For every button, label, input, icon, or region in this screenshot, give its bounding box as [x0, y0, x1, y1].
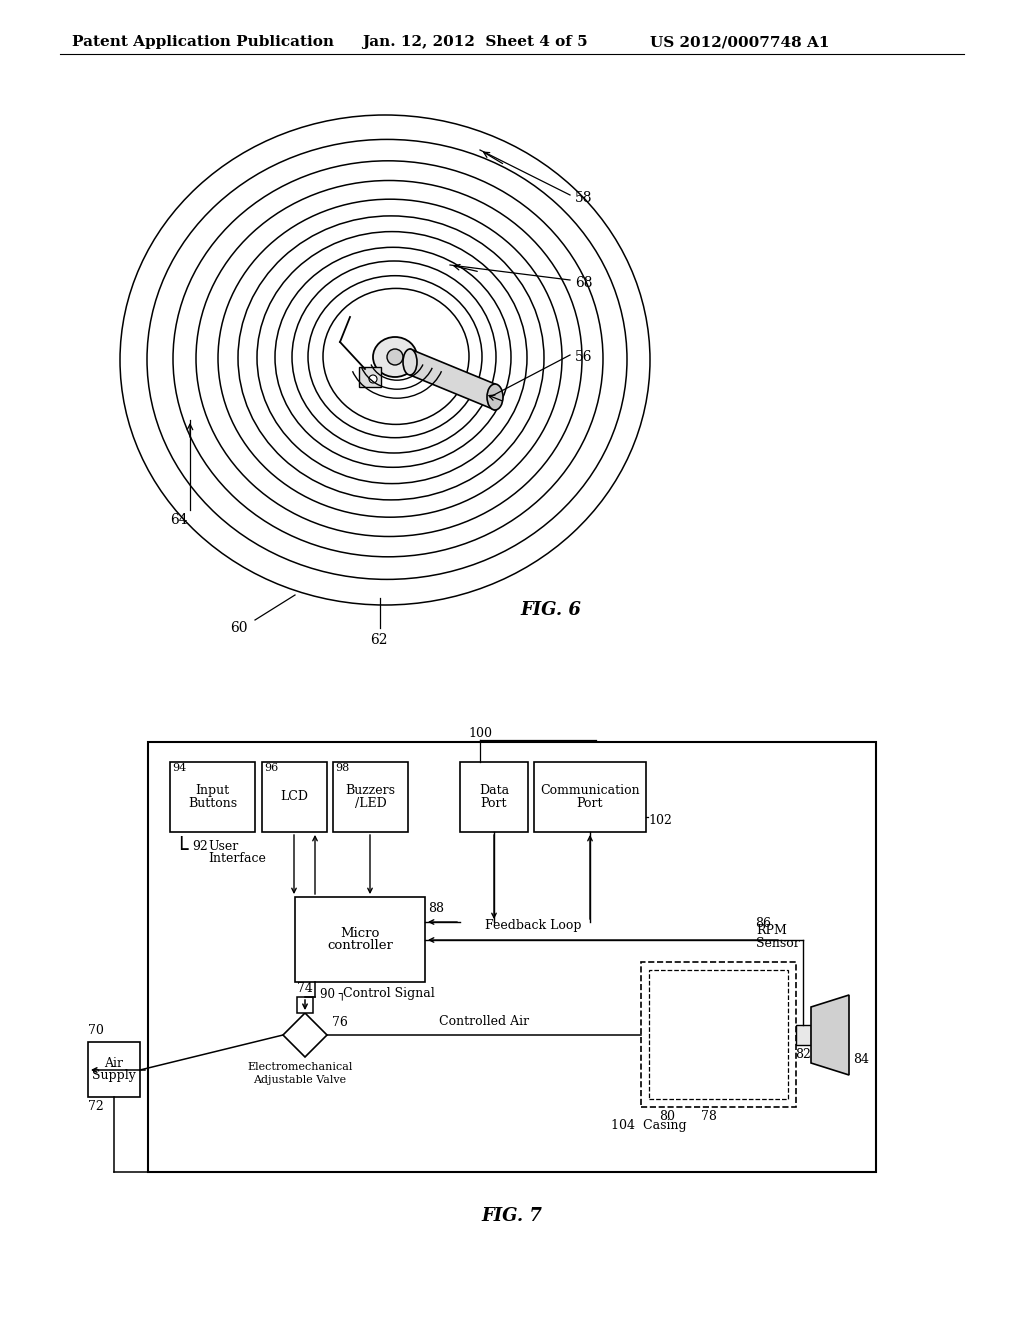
Text: 56: 56: [575, 350, 593, 364]
Text: 82: 82: [795, 1048, 811, 1061]
Text: Control Signal: Control Signal: [343, 987, 435, 1001]
Text: controller: controller: [327, 940, 393, 953]
Text: Air: Air: [104, 1057, 124, 1071]
Bar: [649, 970, 788, 1100]
Text: 102: 102: [648, 813, 672, 826]
Ellipse shape: [487, 384, 503, 411]
Text: 94: 94: [172, 763, 186, 774]
Text: 84: 84: [853, 1053, 869, 1067]
Text: 60: 60: [230, 620, 248, 635]
Text: Controlled Air: Controlled Air: [439, 1015, 529, 1028]
Text: Jan. 12, 2012  Sheet 4 of 5: Jan. 12, 2012 Sheet 4 of 5: [362, 36, 588, 49]
Text: Interface: Interface: [208, 851, 266, 865]
Text: 64: 64: [170, 513, 187, 527]
Text: Port: Port: [577, 796, 603, 809]
Text: Micro: Micro: [340, 927, 380, 940]
Text: Electromechanical: Electromechanical: [248, 1063, 352, 1072]
Bar: [796, 1026, 811, 1045]
Text: 74: 74: [297, 982, 313, 995]
Bar: [534, 762, 646, 832]
Text: 86: 86: [755, 917, 771, 931]
Text: US 2012/0007748 A1: US 2012/0007748 A1: [650, 36, 829, 49]
Bar: [460, 762, 528, 832]
Polygon shape: [811, 995, 849, 1074]
Text: 58: 58: [575, 191, 593, 205]
Text: Patent Application Publication: Patent Application Publication: [72, 36, 334, 49]
Circle shape: [387, 348, 403, 366]
Bar: [295, 898, 425, 982]
Text: Feedback Loop: Feedback Loop: [485, 919, 582, 932]
Text: 72: 72: [88, 1100, 103, 1113]
Text: User: User: [208, 840, 239, 853]
Text: 90 ┐: 90 ┐: [319, 987, 346, 1001]
Text: FIG. 6: FIG. 6: [520, 601, 581, 619]
Text: 70: 70: [88, 1024, 103, 1038]
Text: 88: 88: [428, 902, 444, 915]
Text: Buttons: Buttons: [188, 796, 238, 809]
Text: 78: 78: [701, 1110, 717, 1123]
Text: Communication: Communication: [541, 784, 640, 797]
Text: Supply: Supply: [92, 1069, 136, 1082]
Text: LCD: LCD: [281, 791, 308, 804]
Bar: [88, 1041, 140, 1097]
Text: Port: Port: [480, 796, 507, 809]
Text: Adjustable Valve: Adjustable Valve: [253, 1074, 346, 1085]
Ellipse shape: [373, 337, 417, 378]
Text: └: └: [174, 840, 187, 862]
Text: 98: 98: [335, 763, 349, 774]
Text: /LED: /LED: [354, 796, 386, 809]
Text: 62: 62: [370, 634, 387, 647]
Text: 68: 68: [575, 276, 593, 290]
Text: Sensor: Sensor: [756, 937, 800, 950]
Text: RPM: RPM: [756, 924, 786, 937]
Bar: [333, 762, 408, 832]
Polygon shape: [410, 348, 495, 411]
Text: Input: Input: [196, 784, 229, 797]
Text: 76: 76: [332, 1016, 348, 1030]
Circle shape: [369, 375, 377, 383]
Bar: [641, 962, 796, 1107]
Bar: [170, 762, 255, 832]
Text: Data: Data: [479, 784, 509, 797]
Bar: [297, 997, 313, 1012]
Polygon shape: [283, 1012, 327, 1057]
Text: Buzzers: Buzzers: [345, 784, 395, 797]
Text: 96: 96: [264, 763, 279, 774]
Text: 104  Casing: 104 Casing: [611, 1119, 687, 1133]
Text: FIG. 7: FIG. 7: [481, 1206, 543, 1225]
Text: 80: 80: [659, 1110, 675, 1123]
Text: 92: 92: [193, 840, 208, 853]
Text: 100: 100: [468, 727, 492, 741]
Bar: [262, 762, 327, 832]
Ellipse shape: [403, 348, 417, 375]
Bar: [359, 367, 381, 387]
Bar: [148, 742, 876, 1172]
